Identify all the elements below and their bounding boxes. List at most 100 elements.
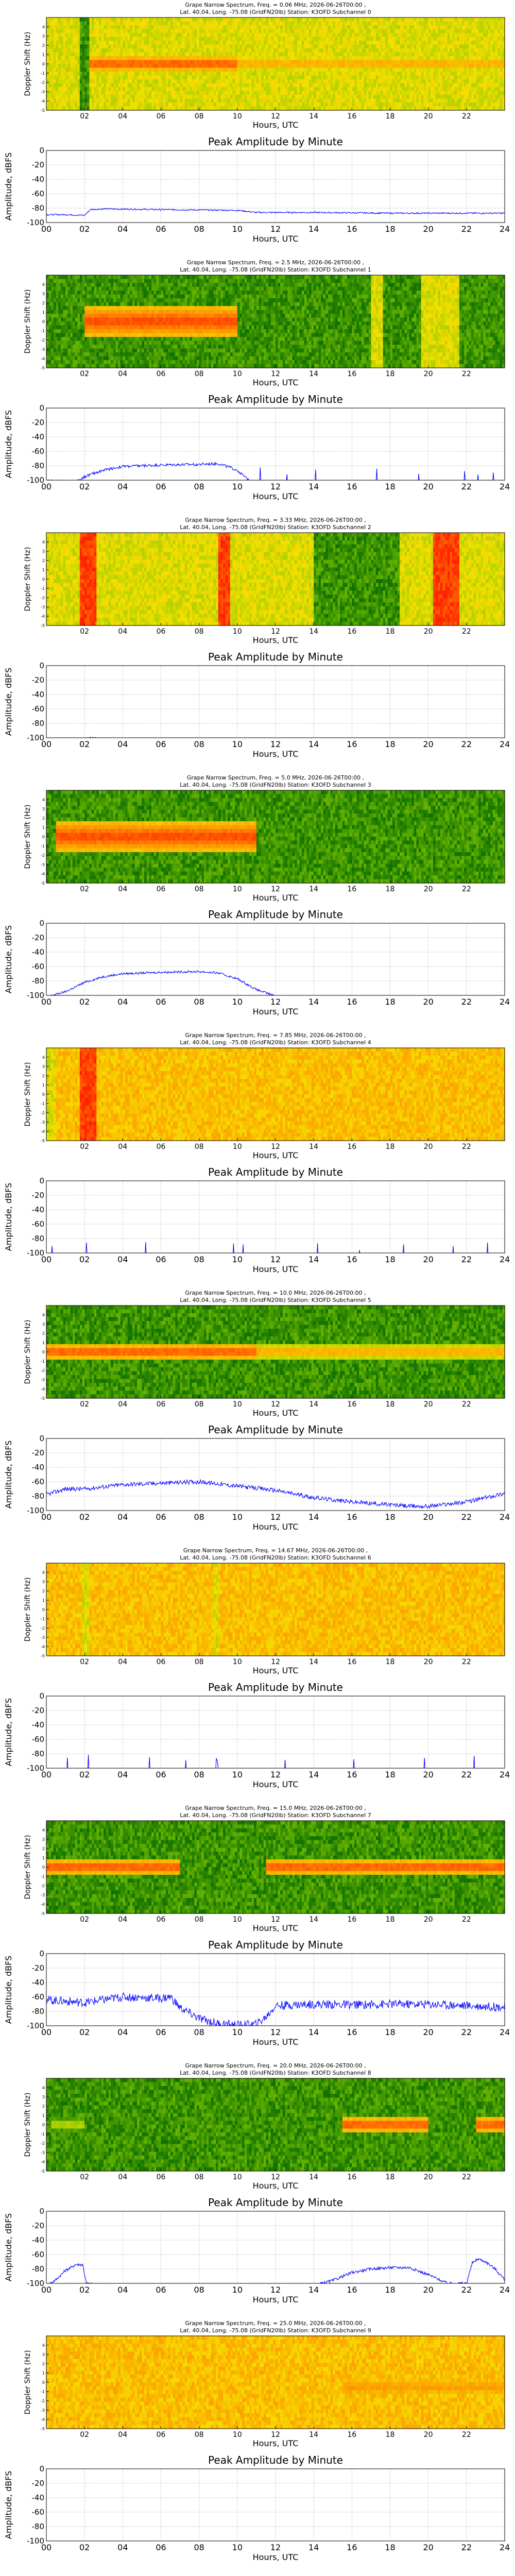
spectrogram-cell [121,99,123,103]
spectrogram-cell [207,76,209,80]
spectrogram-cell [82,29,85,33]
spectrogram-cell [49,76,52,80]
spectrogram-cell [65,87,68,91]
spectrogram-cell [94,53,97,57]
spectrogram-cell [216,64,218,68]
spectrogram-cell [140,37,142,41]
spectrogram-cell [46,33,49,37]
spectrogram-cell [106,48,109,53]
spectrogram-cell [104,25,106,29]
spectrogram-cell [151,95,154,99]
spectrogram-cell [82,22,85,26]
spectrogram-cell [68,87,71,91]
spectrogram-cell [173,68,176,72]
spectrogram-cell [87,29,90,33]
spectrogram-cell [84,53,87,57]
spectrogram-cell [101,72,104,76]
spectrogram-cell [156,107,159,111]
spectrogram-cell [149,18,151,22]
spectrogram-cell [192,76,195,80]
spectrogram-cell [147,91,149,95]
spectrogram-cell [161,18,164,22]
spectrogram-cell [166,95,168,99]
spectrogram-cell [209,22,211,26]
spectrogram-cell [63,83,65,88]
spectrogram-cell [140,95,142,99]
spectrogram-cell [121,79,123,83]
spectrogram-cell [137,87,140,91]
spectrogram-cell [70,53,73,57]
spectrogram-cell [115,99,118,103]
spectrogram-cell [144,83,147,88]
spectrogram-cell [178,103,180,107]
spectrogram-cell [58,37,61,41]
spectrogram-cell [187,48,190,53]
spectrogram-cell [101,99,104,103]
spectrogram-cell [149,103,151,107]
spectrogram-cell [89,91,92,95]
spectrogram-cell [61,22,63,26]
spectrogram-cell [106,41,109,45]
spectrogram-cell [68,76,71,80]
spectrogram-cell [135,64,138,68]
spectrogram-cell [197,95,199,99]
spectrogram-cell [80,87,82,91]
spectrogram-cell [65,41,68,45]
spectrogram-cell [154,33,157,37]
spectrogram-cell [65,83,68,88]
spectrogram-cell [204,99,207,103]
spectrogram-cell [65,95,68,99]
spectrogram-cell [204,91,207,95]
spectrogram-cell [154,79,157,83]
spectrogram-cell [99,72,101,76]
spectrogram-cell [154,103,157,107]
spectrogram-cell [89,37,92,41]
spectrogram-cell [161,56,164,60]
spectrogram-cell [175,48,178,53]
spectrogram-cell [111,107,113,111]
spectrogram-cell [63,103,65,107]
spectrogram-cell [77,48,80,53]
spectrogram-cell [137,18,140,22]
spectrogram-cell [128,107,130,111]
spectrogram-cell [175,72,178,76]
spectrogram-cell [106,37,109,41]
spectrogram-cell [63,64,65,68]
spectrogram-cell [92,87,94,91]
spectrogram-cell [142,45,144,49]
spectrogram-cell [178,29,180,33]
spectrogram-cell [201,18,204,22]
spectrogram-cell [77,72,80,76]
spectrogram-cell [137,79,140,83]
spectrogram-cell [121,53,123,57]
spectrogram-cell [75,68,78,72]
spectrogram-cell [197,72,199,76]
spectrogram-cell [132,68,135,72]
spectrogram-cell [70,25,73,29]
spectrogram-cell [173,41,176,45]
spectrogram-cell [61,91,63,95]
spectrogram-cell [156,29,159,33]
spectrogram-cell [182,29,185,33]
spectrogram-cell [61,79,63,83]
spectrogram-cell [128,99,130,103]
spectrogram-cell [106,29,109,33]
spectrogram-cell [118,72,121,76]
spectrogram-cell [220,33,223,37]
spectrogram-cell [121,60,123,64]
spectrogram-cell [173,22,176,26]
spectrogram-cell [218,76,221,80]
spectrogram-cell [175,95,178,99]
spectrogram-cell [220,99,223,103]
spectrogram-cell [111,18,113,22]
spectrogram-cell [178,95,180,99]
spectrogram-cell [223,22,226,26]
spectrogram-cell [68,83,71,88]
spectrogram-cell [77,60,80,64]
spectrogram-cell [197,99,199,103]
spectrogram-cell [207,87,209,91]
spectrogram-cell [211,33,214,37]
spectrogram-cell [175,56,178,60]
spectrogram-cell [144,29,147,33]
spectrogram-cell [142,64,144,68]
